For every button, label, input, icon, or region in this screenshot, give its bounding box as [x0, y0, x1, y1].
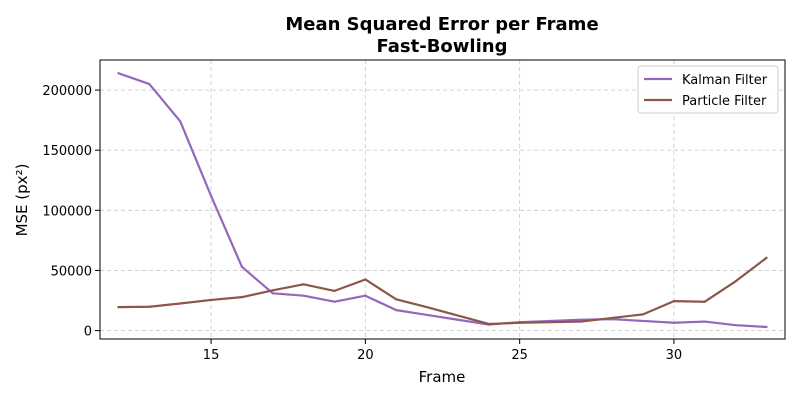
x-tick-label: 30 — [666, 348, 683, 363]
data-point-particle-filter — [641, 313, 645, 316]
series-line-particle-filter — [117, 256, 768, 326]
data-point-particle-filter — [302, 283, 305, 286]
data-point-kalman-filter — [364, 294, 367, 297]
data-point-kalman-filter — [395, 309, 398, 312]
data-point-kalman-filter — [703, 320, 706, 323]
x-tick-label: 15 — [203, 348, 220, 363]
data-point-particle-filter — [209, 298, 213, 302]
data-point-kalman-filter — [179, 120, 182, 123]
legend-box — [637, 65, 779, 114]
data-point-kalman-filter — [271, 292, 274, 295]
data-point-kalman-filter — [734, 324, 737, 327]
data-point-particle-filter — [395, 298, 398, 301]
data-point-particle-filter — [364, 278, 367, 281]
data-point-kalman-filter — [117, 72, 120, 75]
data-point-kalman-filter — [302, 294, 305, 297]
plot-area-frame — [99, 59, 786, 340]
data-point-kalman-filter — [333, 300, 336, 303]
data-point-kalman-filter — [580, 318, 583, 321]
data-point-particle-filter — [179, 302, 182, 305]
data-point-particle-filter — [271, 289, 274, 292]
data-point-particle-filter — [425, 306, 429, 309]
legend-label-kalman-filter: Kalman Filter — [682, 73, 768, 88]
data-point-kalman-filter — [641, 319, 645, 323]
data-point-kalman-filter — [425, 313, 429, 317]
y-tick-label: 150000 — [42, 144, 92, 159]
x-tick-label: 20 — [357, 348, 374, 363]
y-axis-label: MSE (px²) — [13, 164, 31, 237]
data-point-particle-filter — [240, 296, 244, 299]
y-tick-label: 200000 — [42, 84, 92, 99]
data-point-kalman-filter — [456, 318, 460, 321]
y-tick-label: 0 — [84, 325, 92, 340]
data-point-kalman-filter — [765, 325, 768, 329]
legend: Kalman Filter Particle Filter — [637, 65, 779, 114]
data-point-particle-filter — [117, 306, 120, 309]
series-lines — [117, 72, 768, 329]
y-tick-label: 100000 — [42, 204, 92, 219]
data-point-kalman-filter — [240, 265, 244, 268]
data-point-particle-filter — [148, 305, 151, 308]
data-point-particle-filter — [734, 280, 737, 283]
data-point-particle-filter — [518, 321, 521, 324]
y-tick-label: 50000 — [51, 264, 92, 279]
data-point-particle-filter — [487, 322, 490, 326]
data-point-particle-filter — [703, 300, 706, 303]
data-point-particle-filter — [765, 256, 768, 259]
data-point-particle-filter — [672, 300, 676, 303]
series-line-kalman-filter — [117, 72, 768, 329]
data-point-particle-filter — [549, 321, 552, 324]
axis-ticks: 15 20 25 30 0 50000 100000 150000 200000 — [42, 84, 682, 363]
chart-subtitle: Fast-Bowling — [377, 36, 508, 57]
x-axis-label: Frame — [419, 368, 466, 386]
chart-title: Mean Squared Error per Frame — [285, 14, 598, 35]
data-point-kalman-filter — [148, 82, 151, 86]
data-point-particle-filter — [580, 320, 583, 323]
data-point-kalman-filter — [672, 321, 676, 324]
legend-label-particle-filter: Particle Filter — [682, 94, 767, 109]
data-point-kalman-filter — [209, 194, 213, 197]
data-point-particle-filter — [456, 314, 460, 317]
data-point-particle-filter — [611, 316, 614, 320]
x-tick-label: 25 — [511, 348, 528, 363]
data-point-particle-filter — [333, 289, 336, 292]
